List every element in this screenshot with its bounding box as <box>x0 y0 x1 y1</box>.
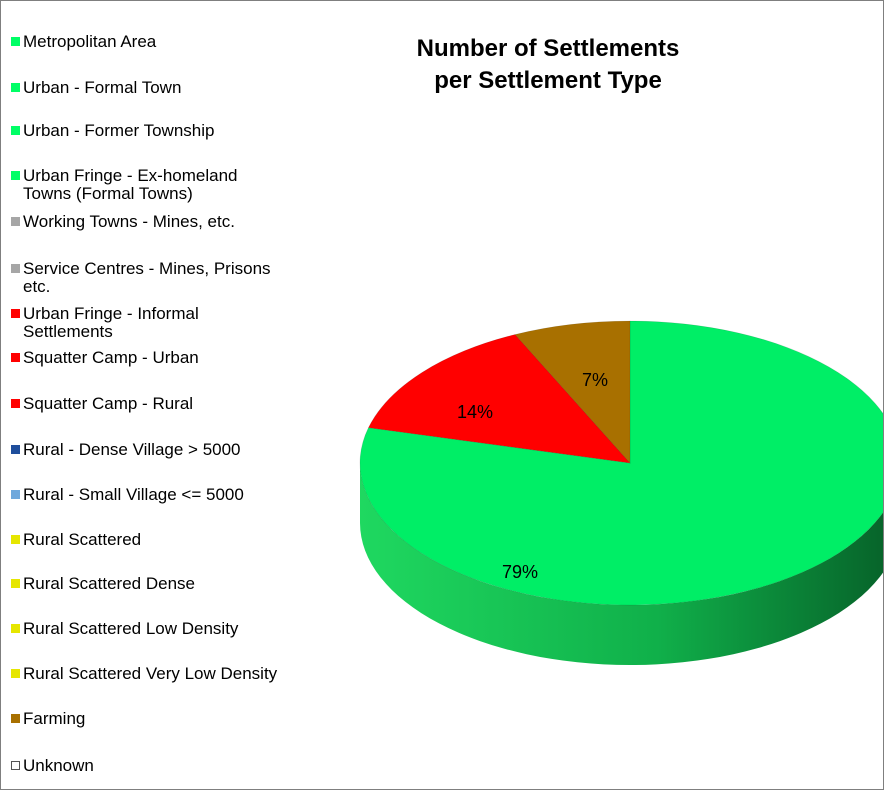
legend-entry: Unknown <box>11 756 353 775</box>
data-label: 79% <box>502 562 538 582</box>
legend-entry: Squatter Camp - Rural <box>11 394 353 413</box>
pie-slice-farming <box>514 320 631 464</box>
legend-entry: Working Towns - Mines, etc. <box>11 212 353 231</box>
legend-swatch <box>11 83 20 92</box>
pie-slice-urban <box>359 320 883 606</box>
legend-swatch <box>11 445 20 454</box>
legend-entry: Rural - Small Village <= 5000 <box>11 485 353 504</box>
legend-entry: Rural Scattered Dense <box>11 574 353 593</box>
legend-swatch <box>11 669 20 678</box>
legend-swatch <box>11 535 20 544</box>
legend-label: Service Centres - Mines, Prisons <box>23 259 271 278</box>
legend-label: Urban - Formal Town <box>23 78 182 97</box>
data-label: 14% <box>457 402 493 422</box>
legend-label: Towns (Formal Towns) <box>23 184 193 203</box>
legend-label: Squatter Camp - Urban <box>23 348 199 367</box>
chart-title: Number of Settlements per Settlement Typ… <box>381 33 715 97</box>
legend-entry: Urban Fringe - Informal Settlements <box>11 304 353 341</box>
legend-swatch <box>11 399 20 408</box>
legend-entry: Rural Scattered <box>11 530 353 549</box>
legend-swatch <box>11 309 20 318</box>
legend-swatch <box>11 171 20 180</box>
legend-label: Working Towns - Mines, etc. <box>23 212 235 231</box>
legend-label: Urban - Former Township <box>23 121 215 140</box>
legend-swatch <box>11 217 20 226</box>
legend-swatch <box>11 37 20 46</box>
legend-label: Rural Scattered <box>23 530 142 549</box>
chart-title-line-1: Number of Settlements <box>416 35 680 62</box>
legend-label: Rural Scattered Dense <box>23 574 195 593</box>
legend-swatch <box>11 126 20 135</box>
legend-swatch <box>11 624 20 633</box>
legend-label: Squatter Camp - Rural <box>23 394 194 413</box>
legend-entry: Squatter Camp - Urban <box>11 348 353 367</box>
legend-entry: Urban - Formal Town <box>11 78 353 97</box>
legend-label: etc. <box>23 277 51 296</box>
legend-label: Rural - Dense Village > 5000 <box>23 440 241 459</box>
pie-slice-informal <box>368 334 631 464</box>
legend-swatch <box>11 264 20 273</box>
legend-entry: Urban Fringe - Ex-homeland Towns (Formal … <box>11 166 353 203</box>
legend-label: Farming <box>23 709 86 728</box>
legend-swatch <box>11 353 20 362</box>
legend-entry: Urban - Former Township <box>11 121 353 140</box>
data-label: 7% <box>582 370 608 390</box>
legend-label: Rural Scattered Very Low Density <box>23 664 278 683</box>
legend-entry: Rural Scattered Low Density <box>11 619 353 638</box>
legend-label: Rural Scattered Low Density <box>23 619 239 638</box>
chart-title-line-2: per Settlement Type <box>434 67 662 94</box>
legend-label: Metropolitan Area <box>23 32 157 51</box>
legend-label: Unknown <box>23 756 94 775</box>
legend-swatch <box>11 579 20 588</box>
legend-swatch <box>11 490 20 499</box>
legend-entry: Rural - Dense Village > 5000 <box>11 440 353 459</box>
legend-label: Urban Fringe - Informal <box>23 304 199 323</box>
pie-slice-side <box>360 463 883 665</box>
legend-swatch <box>11 761 20 770</box>
legend-entry: Service Centres - Mines, Prisons etc. <box>11 259 353 296</box>
legend-label: Urban Fringe - Ex-homeland <box>23 166 238 185</box>
legend-label: Settlements <box>23 322 113 341</box>
legend-entry: Rural Scattered Very Low Density <box>11 664 353 683</box>
legend-label: Rural - Small Village <= 5000 <box>23 485 244 504</box>
legend-swatch <box>11 714 20 723</box>
legend-entry: Metropolitan Area <box>11 32 353 51</box>
legend-entry: Farming <box>11 709 353 728</box>
